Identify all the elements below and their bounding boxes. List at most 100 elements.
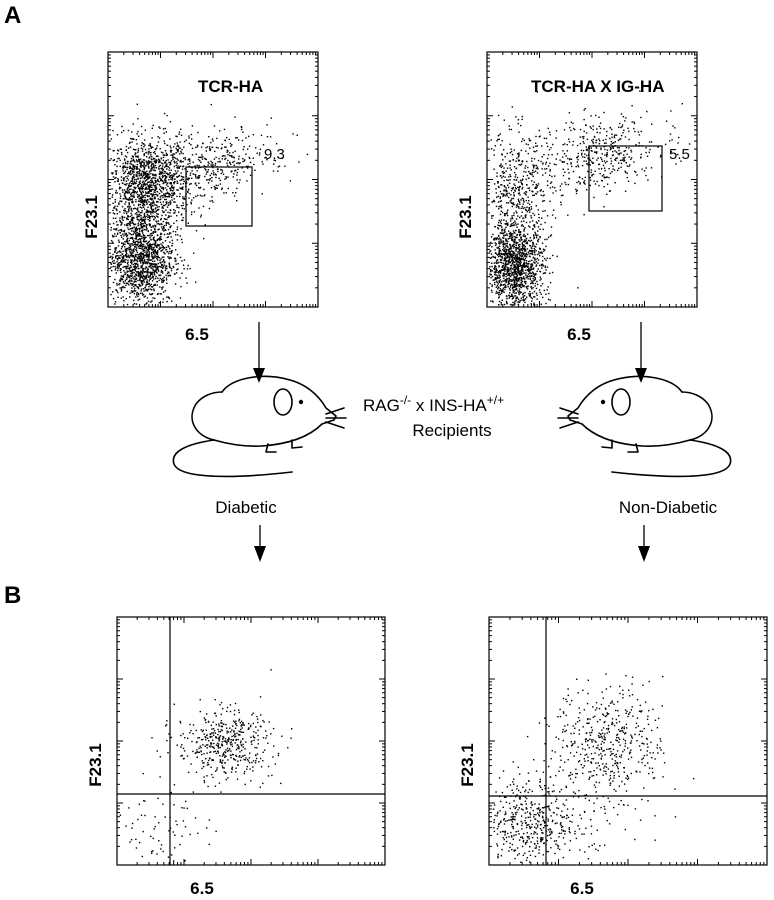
scatter-point [125,162,127,165]
scatter-point [125,259,127,261]
scatter-point [196,144,199,146]
scatter-point [233,164,235,166]
scatter-point [123,177,126,179]
scatter-point [139,200,141,203]
scatter-point [540,223,542,226]
scatter-point [534,186,537,188]
scatter-point [189,174,191,176]
scatter-point [517,260,519,263]
scatter-point [197,176,200,178]
scatter-point [531,201,533,203]
scatter-point [518,131,520,133]
scatter-point [641,168,643,170]
scatter-point [156,266,159,268]
scatter-point [194,182,197,184]
scatter-point [619,122,621,125]
scatter-point [120,234,122,237]
scatter-point [498,296,500,298]
scatter-point [136,291,138,294]
scatter-point [242,158,244,160]
scatter-point [161,287,163,289]
scatter-point [156,160,158,162]
scatter-point [142,245,145,248]
scatter-point [127,179,129,181]
scatter-point [152,286,154,288]
scatter-point [139,165,142,168]
scatter-point [115,247,117,249]
scatter-point [120,187,122,189]
scatter-point [139,259,141,262]
scatter-point [142,166,145,168]
scatter-point [177,234,179,236]
scatter-point [129,182,131,184]
scatter-point [504,266,506,268]
scatter-point [504,228,506,230]
scatter-point [142,159,145,161]
scatter-point [510,283,513,285]
scatter-point [123,286,125,289]
scatter-point [527,260,530,263]
scatter-point [497,288,499,290]
scatter-point [160,271,162,273]
scatter-point [163,172,165,175]
scatter-point [176,176,178,178]
scatter-point [269,136,272,138]
scatter-point [583,135,585,138]
scatter-point [534,262,536,264]
scatter-point [114,278,116,281]
scatter-point [622,157,624,159]
scatter-point [149,144,151,146]
scatter-point [532,146,535,148]
scatter-point [508,279,510,282]
scatter-point [508,272,510,274]
scatter-point [121,275,124,278]
scatter-point [499,133,501,135]
scatter-point [139,238,141,240]
scatter-point [168,167,171,169]
scatter-point [524,262,526,265]
scatter-point [242,148,244,151]
scatter-point [140,227,143,229]
scatter-point [127,166,129,169]
scatter-point [147,206,149,208]
scatter-point [126,177,129,179]
scatter-point [533,303,535,306]
scatter-point [156,293,159,295]
scatter-point [238,158,240,160]
scatter-point [568,172,570,174]
scatter-point [535,205,537,207]
scatter-point [549,272,551,275]
scatter-point [135,278,137,281]
scatter-point [149,161,151,163]
scatter-point [149,197,151,199]
scatter-point [509,233,511,235]
scatter-point [156,264,158,266]
scatter-point [201,158,204,160]
scatter-point [168,246,170,248]
scatter-point [509,160,512,162]
scatter-point [120,224,122,226]
scatter-point [496,140,498,142]
scatter-point [129,205,131,208]
scatter-point [126,190,128,193]
scatter-point [543,200,545,202]
scatter-point [306,153,309,156]
scatter-point [140,200,142,202]
scatter-point [175,260,177,262]
scatter-point [539,228,541,230]
scatter-point [165,160,167,162]
scatter-point [110,263,112,265]
scatter-point [169,248,171,250]
scatter-point [592,173,595,176]
scatter-point [126,290,128,293]
scatter-point [167,211,169,214]
scatter-point [669,140,671,142]
scatter-point [499,250,502,252]
scatter-point [534,233,537,235]
scatter-point [167,296,170,298]
scatter-point [175,147,177,150]
scatter-point [516,212,518,214]
scatter-point [117,232,119,234]
scatter-point [146,282,148,284]
scatter-point [142,277,144,279]
